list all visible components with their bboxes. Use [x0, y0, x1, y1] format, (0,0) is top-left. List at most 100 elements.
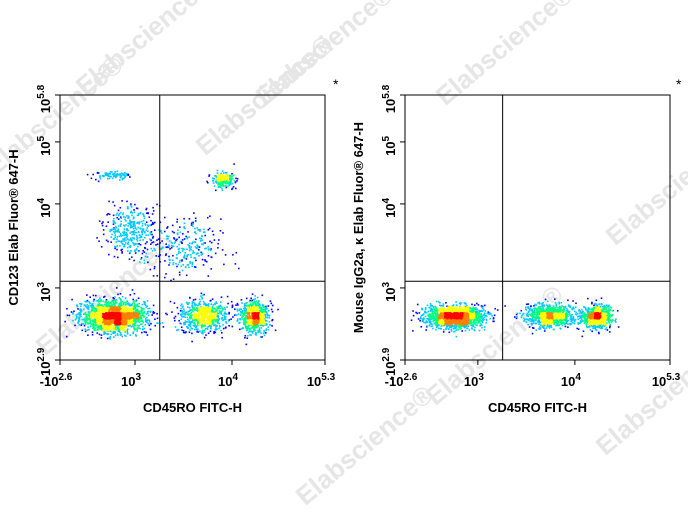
event-dot [124, 172, 126, 174]
event-dot [107, 302, 109, 304]
event-dot [263, 306, 265, 308]
event-dot [565, 326, 567, 328]
event-dot [150, 329, 152, 331]
event-dot [146, 241, 148, 243]
event-dot [183, 332, 185, 334]
event-dot [106, 328, 108, 330]
event-dot [585, 308, 587, 310]
event-dot [109, 317, 111, 319]
event-dot [443, 331, 445, 333]
event-dot [247, 337, 249, 339]
event-dot [130, 237, 132, 239]
event-dot [204, 242, 206, 244]
event-dot [165, 243, 167, 245]
event-dot [250, 307, 252, 309]
event-dot [199, 309, 201, 311]
event-dot [205, 314, 207, 316]
event-dot [126, 233, 128, 235]
event-dot [101, 327, 103, 329]
event-dot [141, 231, 143, 233]
event-dot [178, 249, 180, 251]
event-dot [124, 331, 126, 333]
event-dot [147, 234, 149, 236]
event-dot [250, 298, 252, 300]
event-dot [236, 252, 238, 254]
event-dot [94, 313, 96, 315]
event-dot [102, 326, 104, 328]
event-dot [93, 299, 95, 301]
event-dot [574, 323, 576, 325]
event-dot [151, 242, 153, 244]
event-dot [516, 318, 518, 320]
event-dot [581, 313, 583, 315]
event-dot [209, 215, 211, 217]
event-dot [132, 307, 134, 309]
event-dot [119, 316, 121, 318]
event-dot [237, 320, 239, 322]
event-dot [127, 238, 129, 240]
y-tick-label: 105.8 [36, 84, 53, 113]
y-tick-exponent: 4 [36, 197, 47, 203]
event-dot [241, 299, 243, 301]
event-dot [436, 301, 438, 303]
event-dot [222, 170, 224, 172]
event-dot [106, 320, 108, 322]
event-dot [196, 307, 198, 309]
event-dot [216, 178, 218, 180]
event-dot [85, 324, 87, 326]
event-dot [494, 308, 496, 310]
event-dot [177, 232, 179, 234]
event-dot [195, 231, 197, 233]
event-dot [113, 220, 115, 222]
event-dot [458, 326, 460, 328]
event-dot [119, 236, 121, 238]
event-dot [595, 328, 597, 330]
event-dot [122, 241, 124, 243]
event-dot [116, 238, 118, 240]
event-dot [219, 310, 221, 312]
event-dot [187, 319, 189, 321]
event-dot [147, 230, 149, 232]
event-dot [97, 304, 99, 306]
x-tick-exponent: 5.3 [321, 372, 335, 383]
event-dot [178, 320, 180, 322]
event-dot [244, 337, 246, 339]
event-dot [91, 310, 93, 312]
event-dot [567, 323, 569, 325]
event-dot [109, 309, 111, 311]
event-dot [93, 322, 95, 324]
event-dot [172, 245, 174, 247]
event-dot [218, 179, 220, 181]
event-dot [140, 312, 142, 314]
event-dot [117, 170, 119, 172]
event-dot [476, 309, 478, 311]
event-dot [493, 318, 495, 320]
event-dot [105, 326, 107, 328]
event-dot [247, 315, 249, 317]
event-dot [583, 306, 585, 308]
event-dot [136, 330, 138, 332]
event-dot [114, 320, 116, 322]
event-dot [79, 324, 81, 326]
event-dot [172, 225, 174, 227]
event-dot [187, 313, 189, 315]
event-dot [141, 221, 143, 223]
event-dot [114, 171, 116, 173]
event-dot [96, 319, 98, 321]
event-dot [84, 305, 86, 307]
event-dot [145, 224, 147, 226]
event-dot [134, 211, 136, 213]
event-dot [249, 301, 251, 303]
event-dot [212, 180, 214, 182]
event-dot [118, 309, 120, 311]
event-dot [193, 314, 195, 316]
event-dot [107, 241, 109, 243]
event-dot [145, 234, 147, 236]
event-dot [227, 180, 229, 182]
event-dot [113, 326, 115, 328]
event-dot [91, 308, 93, 310]
event-dot [181, 323, 183, 325]
event-dot [108, 201, 110, 203]
event-dot [191, 341, 193, 343]
event-dot [226, 174, 228, 176]
